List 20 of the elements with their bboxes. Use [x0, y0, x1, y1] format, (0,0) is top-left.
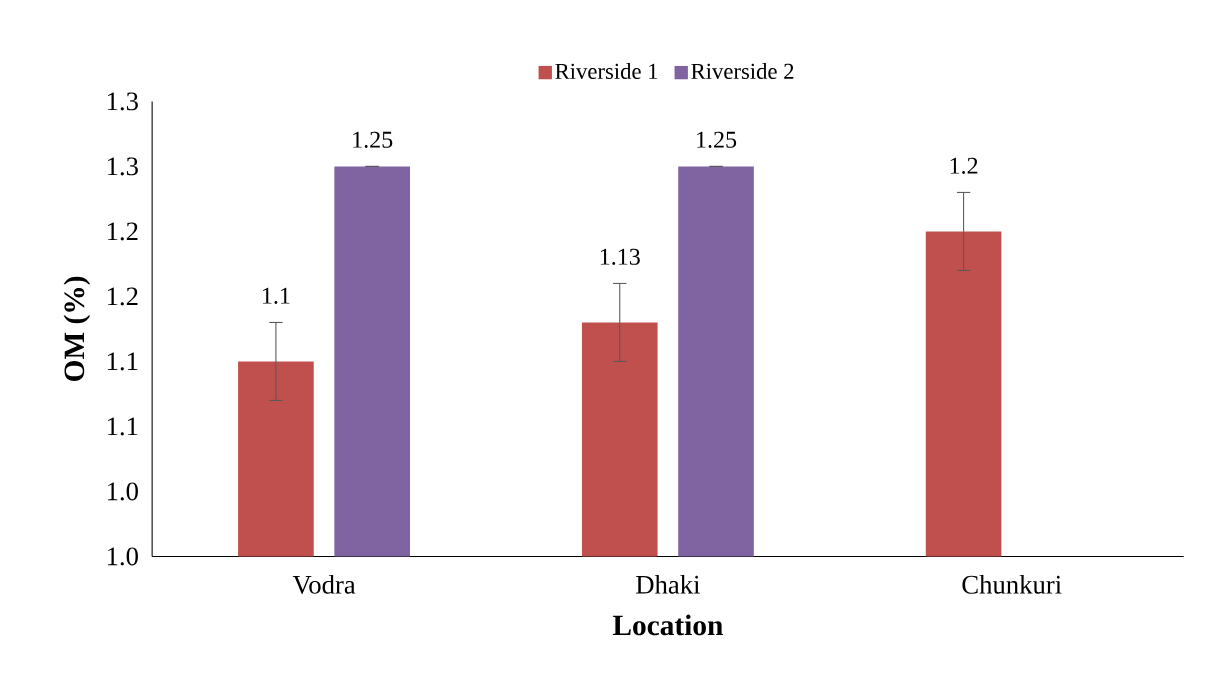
legend-label: Riverside 1 [555, 62, 658, 79]
data-label: 1.2 [950, 157, 978, 174]
x-tick-label: Chunkuri [962, 574, 1062, 594]
y-tick-label: 1.0 [107, 547, 138, 566]
y-tick-label: 1.3 [107, 92, 138, 111]
x-tick-label: Vodra [292, 574, 356, 594]
y-tick-label: 1.2 [107, 287, 138, 306]
x-axis-title: Location [612, 614, 723, 636]
y-tick-label: 1.3 [107, 157, 138, 176]
data-label: 1.13 [600, 248, 640, 265]
y-tick-label: 1.0 [107, 482, 138, 501]
y-tick-label: 1.2 [107, 222, 138, 241]
data-label: 1.25 [353, 131, 393, 148]
y-axis-title: OM (%) [63, 276, 91, 381]
x-tick-label: Dhaki [636, 574, 700, 594]
data-label: 1.1 [263, 287, 290, 304]
legend-label: Riverside 2 [691, 62, 794, 79]
data-label: 1.25 [697, 131, 737, 148]
y-tick-label: 1.1 [107, 417, 138, 436]
y-tick-label: 1.1 [107, 352, 138, 371]
